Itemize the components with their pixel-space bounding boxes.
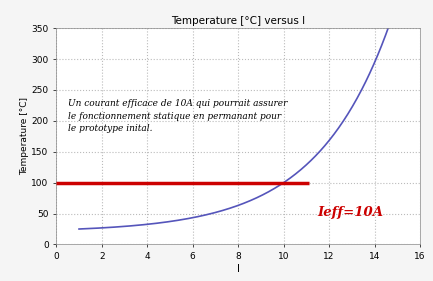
Title: Temperature [°C] versus I: Temperature [°C] versus I — [171, 16, 305, 26]
Text: Ieff=10A: Ieff=10A — [318, 206, 384, 219]
Text: Un courant efficace de 10A qui pourrait assurer
le fonctionnement statique en pe: Un courant efficace de 10A qui pourrait … — [68, 99, 287, 133]
Y-axis label: Temperature [°C]: Temperature [°C] — [19, 97, 29, 175]
X-axis label: I: I — [237, 264, 239, 274]
